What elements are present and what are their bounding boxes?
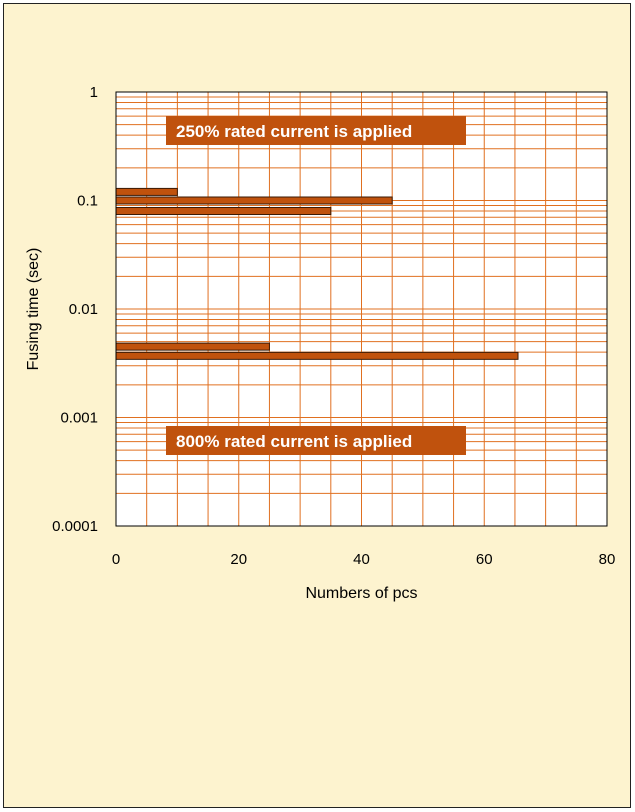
bar <box>115 207 332 216</box>
chart-svg: 250% rated current is applied 800% rated … <box>25 84 616 602</box>
annotation-box <box>166 426 466 455</box>
bar <box>115 196 393 205</box>
plot-border <box>115 91 608 527</box>
x-axis-title: Numbers of pcs <box>305 585 417 602</box>
annotation-text: 800% rated current is applied <box>176 432 412 451</box>
annotations: 250% rated current is applied 800% rated … <box>166 116 466 455</box>
annotation-label: 250% rated current is applied <box>166 116 466 145</box>
annotation-box <box>166 116 466 145</box>
x-tick-label: 40 <box>353 551 370 568</box>
y-tick-label: 0.01 <box>69 301 98 318</box>
y-tick-label: 1 <box>90 84 98 101</box>
x-tick-label: 60 <box>476 551 493 568</box>
bar <box>115 187 178 196</box>
y-tick-label: 0.001 <box>60 410 98 427</box>
y-axis-title: Fusing time (sec) <box>25 248 42 371</box>
chart-frame: 250% rated current is applied 800% rated … <box>3 3 631 808</box>
x-tick-label: 0 <box>112 551 120 568</box>
x-tick-labels: 0 20 40 60 80 <box>112 551 616 568</box>
bar <box>115 342 270 351</box>
y-tick-label: 0.0001 <box>52 518 98 535</box>
x-tick-label: 80 <box>599 551 616 568</box>
y-tick-label: 0.1 <box>77 193 98 210</box>
x-tick-label: 20 <box>230 551 247 568</box>
annotation-text: 250% rated current is applied <box>176 122 412 141</box>
y-tick-labels: 1 0.1 0.01 0.001 0.0001 <box>52 84 98 535</box>
annotation-label: 800% rated current is applied <box>166 426 466 455</box>
bar <box>115 351 519 360</box>
